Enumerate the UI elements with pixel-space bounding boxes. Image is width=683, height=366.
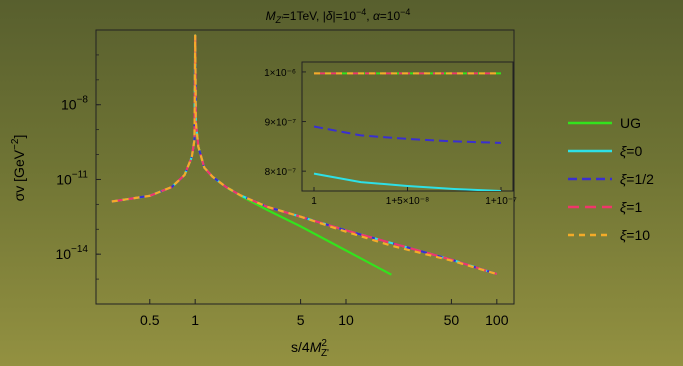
inset-x-tick-label: 1+10⁻⁷ xyxy=(485,196,517,207)
legend-label: UG xyxy=(620,115,641,131)
inset-x-tick-label: 1 xyxy=(311,196,317,207)
series-line-ξ=1/2 xyxy=(111,34,498,276)
inset-axis-ticks: 1 1+5×10⁻⁸ 1+10⁻⁷ 8×10⁻⁷ 9×10⁻⁷ 1×10⁻⁶ xyxy=(264,68,517,207)
y-tick-label: 10−8 xyxy=(61,95,88,113)
legend: UG ξ=0 ξ=1/2 ξ=1 ξ=10 xyxy=(568,115,654,243)
inset-y-tick-label: 1×10⁻⁶ xyxy=(264,68,296,79)
series-line-ξ=1 xyxy=(111,34,498,276)
x-axis-label: s/4M2 Z' xyxy=(291,338,329,359)
legend-label: ξ=1 xyxy=(620,199,642,215)
x-tick-label: 10 xyxy=(338,312,354,328)
x-tick-label: 100 xyxy=(485,312,509,328)
inset-series-line-ξ=1/2 xyxy=(313,125,502,144)
main-series-group xyxy=(111,34,498,276)
x-tick-label: 50 xyxy=(444,312,460,328)
inset-x-tick-label: 1+5×10⁻⁸ xyxy=(386,196,429,207)
plot-area xyxy=(95,29,515,305)
legend-label: ξ=10 xyxy=(620,227,650,243)
inset-series-group xyxy=(313,72,502,191)
y-tick-label: 10−11 xyxy=(56,169,88,187)
inset-plot-area xyxy=(301,61,514,192)
x-tick-label: 5 xyxy=(297,312,305,328)
main-axis-ticks: 0.5 1 5 10 50 100 10−8 10−11 10−14 xyxy=(55,54,509,328)
inset-y-tick-label: 8×10⁻⁷ xyxy=(265,167,297,178)
legend-label: ξ=1/2 xyxy=(620,171,654,187)
x-tick-label: 0.5 xyxy=(140,312,160,328)
legend-label: ξ=0 xyxy=(620,143,642,159)
series-line-UG xyxy=(111,34,392,276)
series-line-ξ=0 xyxy=(111,34,498,276)
y-axis-label: σv [GeV−2] xyxy=(10,135,27,202)
series-line-ξ=10 xyxy=(111,34,498,276)
chart-title: MZ'=1TeV, |δ|=10−4, α=10−4 xyxy=(266,7,411,25)
x-tick-label: 1 xyxy=(191,312,199,328)
inset-y-tick-label: 9×10⁻⁷ xyxy=(265,118,297,129)
y-tick-label: 10−14 xyxy=(55,244,88,262)
inset-series-line-ξ=0 xyxy=(313,172,502,191)
